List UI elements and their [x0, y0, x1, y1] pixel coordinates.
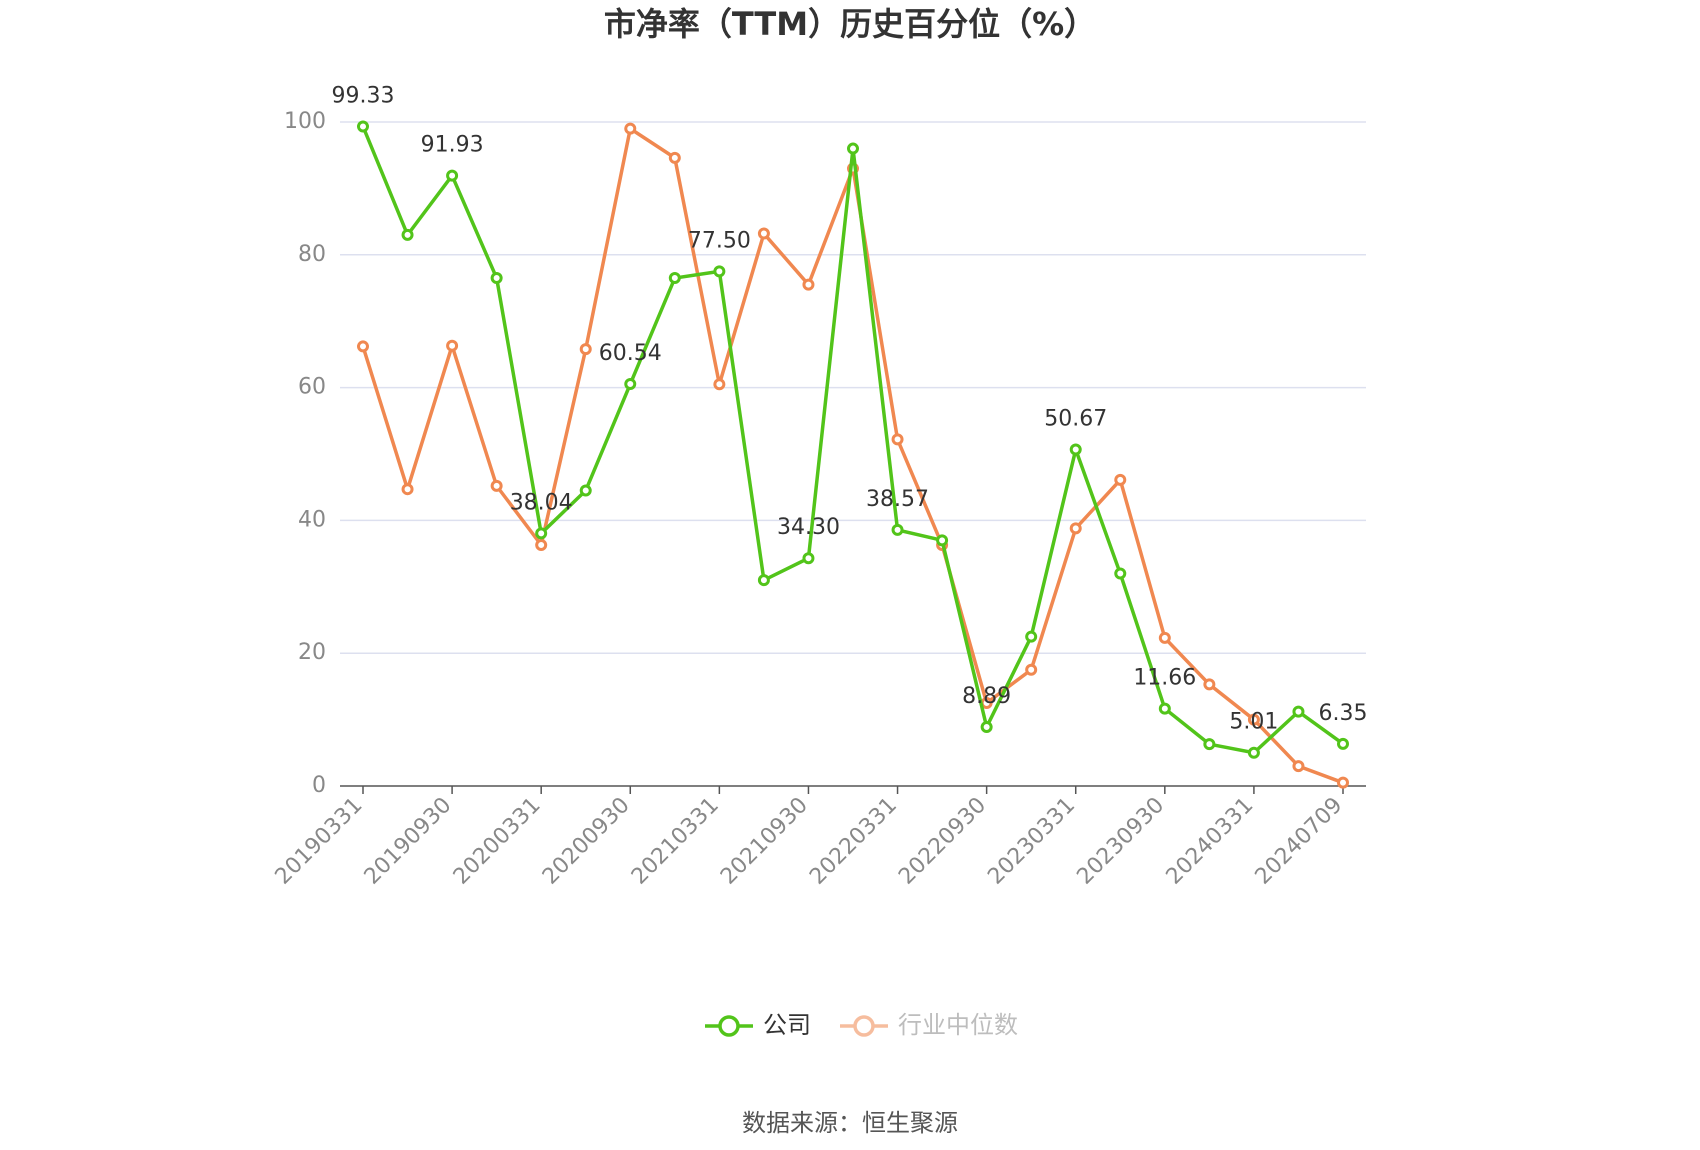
y-tick-label: 100 [284, 109, 326, 134]
value-label: 6.35 [1319, 701, 1368, 726]
value-label: 77.50 [688, 228, 751, 253]
point [802, 552, 815, 565]
x-tick-label: 20240709 [1251, 793, 1348, 890]
value-label: 5.01 [1229, 710, 1278, 735]
value-label: 60.54 [599, 341, 662, 366]
point [1114, 567, 1127, 580]
series-line [361, 125, 1345, 755]
point [757, 574, 770, 587]
value-label: 91.93 [421, 133, 484, 158]
point [1069, 443, 1082, 456]
y-tick-label: 20 [298, 640, 326, 665]
point [891, 523, 904, 536]
point [446, 339, 459, 352]
point [357, 120, 369, 133]
point [1247, 713, 1260, 726]
point [1203, 738, 1216, 751]
source: 数据来源：恒生聚源 [742, 1109, 958, 1137]
value-label: 8.89 [962, 684, 1011, 709]
point [446, 169, 459, 182]
point [1069, 522, 1082, 535]
point [668, 272, 681, 285]
point [1203, 678, 1216, 691]
y-tick-label: 60 [298, 375, 326, 400]
point [1292, 705, 1305, 718]
point [401, 483, 414, 496]
legend-marker [853, 1015, 875, 1037]
x-tick-label: 20230331 [983, 793, 1080, 890]
point [1025, 630, 1038, 643]
point [1025, 663, 1038, 676]
value-label: 11.66 [1133, 666, 1196, 691]
y-tick-label: 80 [298, 242, 326, 267]
point [1247, 746, 1260, 759]
point [401, 228, 414, 241]
point [579, 343, 592, 356]
point [1337, 737, 1349, 750]
x-tick-label: 20240331 [1162, 793, 1259, 890]
point [357, 340, 369, 353]
x-tick-label: 20210331 [627, 793, 724, 890]
point [980, 720, 993, 733]
legend-label: 公司 [763, 1011, 811, 1039]
point [936, 534, 949, 547]
point [1292, 760, 1305, 773]
legend-item[interactable]: 行业中位数 [840, 1011, 1018, 1039]
point [757, 227, 770, 240]
point [713, 265, 726, 278]
legend-marker [718, 1015, 740, 1037]
x-tick-label: 20210930 [716, 793, 813, 890]
value-label: 38.57 [866, 487, 929, 512]
value-label: 34.30 [777, 515, 840, 540]
y-tick-label: 0 [312, 773, 326, 798]
point [535, 527, 548, 540]
point [891, 433, 904, 446]
point [1114, 473, 1127, 486]
value-label: 38.04 [510, 490, 573, 515]
point [1337, 776, 1349, 789]
point [802, 278, 815, 291]
legend-label: 行业中位数 [898, 1011, 1018, 1039]
point [624, 122, 637, 135]
value-label: 50.67 [1044, 407, 1107, 432]
x-tick-label: 20200331 [449, 793, 546, 890]
x-tick-label: 20190930 [360, 793, 457, 890]
point [579, 484, 592, 497]
point [535, 538, 548, 551]
point [490, 479, 503, 492]
point [847, 142, 859, 155]
x-tick-label: 20200930 [538, 793, 635, 890]
chart-title: 市净率（TTM）历史百分位（%） [604, 5, 1096, 43]
value-label: 99.33 [332, 83, 395, 108]
x-tick-label: 20220930 [894, 793, 991, 890]
legend-item[interactable]: 公司 [705, 1011, 811, 1039]
x-tick-label: 20230930 [1072, 793, 1169, 890]
point [668, 151, 681, 164]
point [624, 378, 637, 391]
x-tick-label: 20220331 [805, 793, 902, 890]
point [1158, 631, 1171, 644]
point [1158, 702, 1171, 715]
point [490, 272, 503, 285]
x-tick-label: 20190331 [271, 793, 368, 890]
y-tick-label: 40 [298, 507, 326, 532]
point [713, 378, 726, 391]
